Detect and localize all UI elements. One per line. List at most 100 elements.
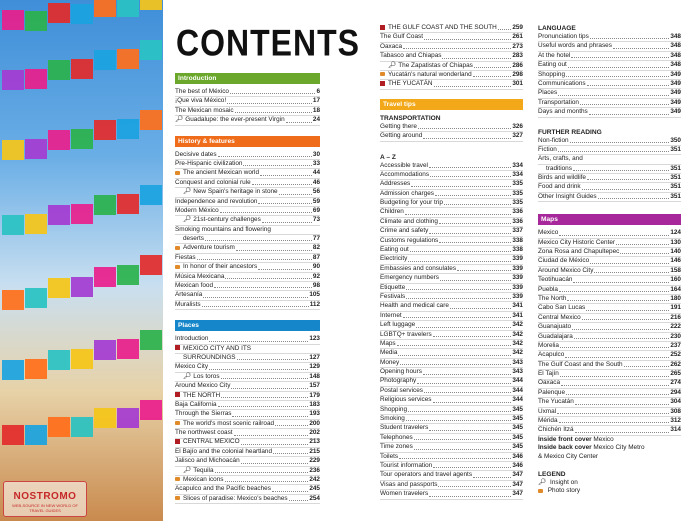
toc-entry[interactable]: Baja California 183: [175, 401, 320, 411]
toc-entry[interactable]: The Gulf Coast 261: [380, 33, 523, 43]
toc-entry[interactable]: At the hotel 348: [538, 52, 681, 62]
toc-entry[interactable]: Tourist information 346: [380, 462, 523, 472]
toc-entry[interactable]: Smoking 345: [380, 415, 523, 425]
toc-entry[interactable]: Internet 341: [380, 312, 523, 322]
toc-entry[interactable]: Oaxaca 273: [380, 43, 523, 53]
toc-entry[interactable]: Introduction 123: [175, 335, 320, 345]
toc-entry[interactable]: Opening hours 343: [380, 368, 523, 378]
toc-entry[interactable]: Budgeting for your trip 335: [380, 199, 523, 209]
toc-entry[interactable]: deserts 77: [175, 235, 320, 245]
toc-entry[interactable]: The North 180: [538, 295, 681, 305]
toc-entry[interactable]: Customs regulations 338: [380, 237, 523, 247]
toc-entry[interactable]: Food and drink 351: [538, 183, 681, 193]
toc-entry[interactable]: Photography 344: [380, 377, 523, 387]
toc-entry[interactable]: Media 342: [380, 349, 523, 359]
toc-entry[interactable]: Slices of paradise: Mexico's beaches 254: [175, 495, 320, 505]
toc-entry[interactable]: traditions 351: [538, 165, 681, 175]
toc-entry[interactable]: MEXICO CITY AND ITS: [175, 345, 320, 354]
toc-entry[interactable]: Other Insight Guides 351: [538, 193, 681, 203]
toc-entry[interactable]: Birds and wildlife 351: [538, 174, 681, 184]
toc-entry[interactable]: THE NORTH 179: [175, 392, 320, 401]
toc-entry[interactable]: Shopping 349: [538, 71, 681, 80]
toc-entry[interactable]: Postal services 344: [380, 387, 523, 397]
front-cover-entry[interactable]: Inside front cover Mexico: [538, 436, 681, 444]
toc-entry[interactable]: Shopping 345: [380, 406, 523, 416]
toc-entry[interactable]: Addresses 335: [380, 180, 523, 190]
toc-entry[interactable]: Arts, crafts, and: [538, 155, 681, 165]
toc-entry[interactable]: THE YUCATÁN 301: [380, 80, 523, 90]
toc-entry[interactable]: Tabasco and Chiapas 283: [380, 52, 523, 62]
toc-entry[interactable]: Fiction 351: [538, 146, 681, 156]
toc-entry[interactable]: Guanajuato 222: [538, 323, 681, 333]
toc-entry[interactable]: Getting around 327: [380, 132, 523, 142]
toc-entry[interactable]: Artesanía 105: [175, 291, 320, 301]
toc-entry[interactable]: Etiquette 339: [380, 284, 523, 293]
toc-entry[interactable]: Left luggage 342: [380, 321, 523, 331]
toc-entry[interactable]: Decisive dates 30: [175, 151, 320, 160]
back-cover-entry[interactable]: Inside back cover Mexico City Metro: [538, 444, 681, 452]
toc-entry[interactable]: Religious services 344: [380, 396, 523, 406]
toc-entry[interactable]: Puebla 164: [538, 286, 681, 295]
toc-entry[interactable]: Accommodations 334: [380, 171, 523, 181]
toc-entry[interactable]: 🔎︎ Guadalupe: the ever-present Virgin 24: [175, 116, 320, 126]
toc-entry[interactable]: ¡Que viva México! 17: [175, 97, 320, 107]
toc-entry[interactable]: Crime and safety 337: [380, 227, 523, 237]
toc-entry[interactable]: THE GULF COAST AND THE SOUTH 259: [380, 24, 523, 34]
toc-entry[interactable]: 🔎︎ Tequila 236: [175, 467, 320, 477]
toc-entry[interactable]: Children 336: [380, 208, 523, 218]
toc-entry[interactable]: 🔎︎ Los toros 148: [175, 373, 320, 383]
toc-entry[interactable]: Mexican icons 242: [175, 476, 320, 486]
toc-entry[interactable]: The Mexican mosaic 18: [175, 107, 320, 117]
toc-entry[interactable]: El Bajío and the colonial heartland 215: [175, 448, 320, 458]
toc-entry[interactable]: Central Mexico 216: [538, 314, 681, 324]
toc-entry[interactable]: Communications 349: [538, 80, 681, 90]
toc-entry[interactable]: Uxmal 308: [538, 408, 681, 418]
toc-entry[interactable]: Women travelers 347: [380, 490, 523, 500]
toc-entry[interactable]: Useful words and phrases 348: [538, 42, 681, 52]
toc-entry[interactable]: Festivals 339: [380, 293, 523, 303]
toc-entry[interactable]: Non-fiction 350: [538, 137, 681, 146]
toc-entry[interactable]: Health and medical care 341: [380, 302, 523, 312]
toc-entry[interactable]: Telephones 345: [380, 434, 523, 444]
toc-entry[interactable]: Tour operators and travel agents 347: [380, 471, 523, 481]
toc-entry[interactable]: Places 349: [538, 89, 681, 99]
toc-entry[interactable]: The best of México 6: [175, 88, 320, 98]
toc-entry[interactable]: The world's most scenic railroad 200: [175, 420, 320, 430]
toc-entry[interactable]: Maps 342: [380, 340, 523, 350]
toc-entry[interactable]: Zona Rosa and Chapultepec 140: [538, 248, 681, 258]
toc-entry[interactable]: Fiestas 87: [175, 254, 320, 264]
toc-entry[interactable]: Mexico City Historic Center 130: [538, 239, 681, 249]
toc-entry[interactable]: Mexico City 129: [175, 363, 320, 373]
toc-entry[interactable]: Accessible travel 334: [380, 162, 523, 171]
toc-entry[interactable]: Visas and passports 347: [380, 481, 523, 491]
toc-entry[interactable]: El Tajín 265: [538, 370, 681, 380]
toc-entry[interactable]: Jalisco and Michoacán 229: [175, 457, 320, 467]
toc-entry[interactable]: The northwest coast 202: [175, 429, 320, 439]
toc-entry[interactable]: SURROUNDINGS 127: [175, 354, 320, 364]
toc-entry[interactable]: Música Mexicana 92: [175, 273, 320, 283]
toc-entry[interactable]: Cabo San Lucas 191: [538, 304, 681, 314]
toc-entry[interactable]: Around Mexico City 157: [175, 382, 320, 392]
toc-entry[interactable]: Conquest and colonial rule 46: [175, 179, 320, 189]
toc-entry[interactable]: Transportation 349: [538, 99, 681, 109]
toc-entry[interactable]: Mexican food 98: [175, 282, 320, 292]
toc-entry[interactable]: 🔎︎ The Zapatistas of Chiapas 286: [380, 62, 523, 71]
toc-entry[interactable]: 🔎︎ 21st-century challenges 73: [175, 216, 320, 226]
toc-entry[interactable]: The Gulf Coast and the South 262: [538, 361, 681, 371]
toc-entry[interactable]: Admission charges 335: [380, 190, 523, 200]
toc-entry[interactable]: Oaxaca 274: [538, 379, 681, 389]
toc-entry[interactable]: 🔎︎ New Spain's heritage in stone 56: [175, 188, 320, 198]
toc-entry[interactable]: Pre-Hispanic civilization 33: [175, 160, 320, 170]
toc-entry[interactable]: Smoking mountains and flowering: [175, 226, 320, 236]
toc-entry[interactable]: Yucatán's natural wonderland 298: [380, 71, 523, 81]
toc-entry[interactable]: Morelia 237: [538, 342, 681, 352]
toc-entry[interactable]: The ancient Mexican world 44: [175, 169, 320, 179]
toc-entry[interactable]: Emergency numbers 339: [380, 274, 523, 284]
toc-entry[interactable]: Climate and clothing 336: [380, 218, 523, 228]
toc-entry[interactable]: Palenque 294: [538, 389, 681, 399]
toc-entry[interactable]: Days and months 349: [538, 108, 681, 118]
toc-entry[interactable]: Around Mexico City 158: [538, 267, 681, 277]
toc-entry[interactable]: Toilets 346: [380, 453, 523, 463]
toc-entry[interactable]: The Yucatán 304: [538, 398, 681, 408]
toc-entry[interactable]: Acapulco 252: [538, 351, 681, 361]
